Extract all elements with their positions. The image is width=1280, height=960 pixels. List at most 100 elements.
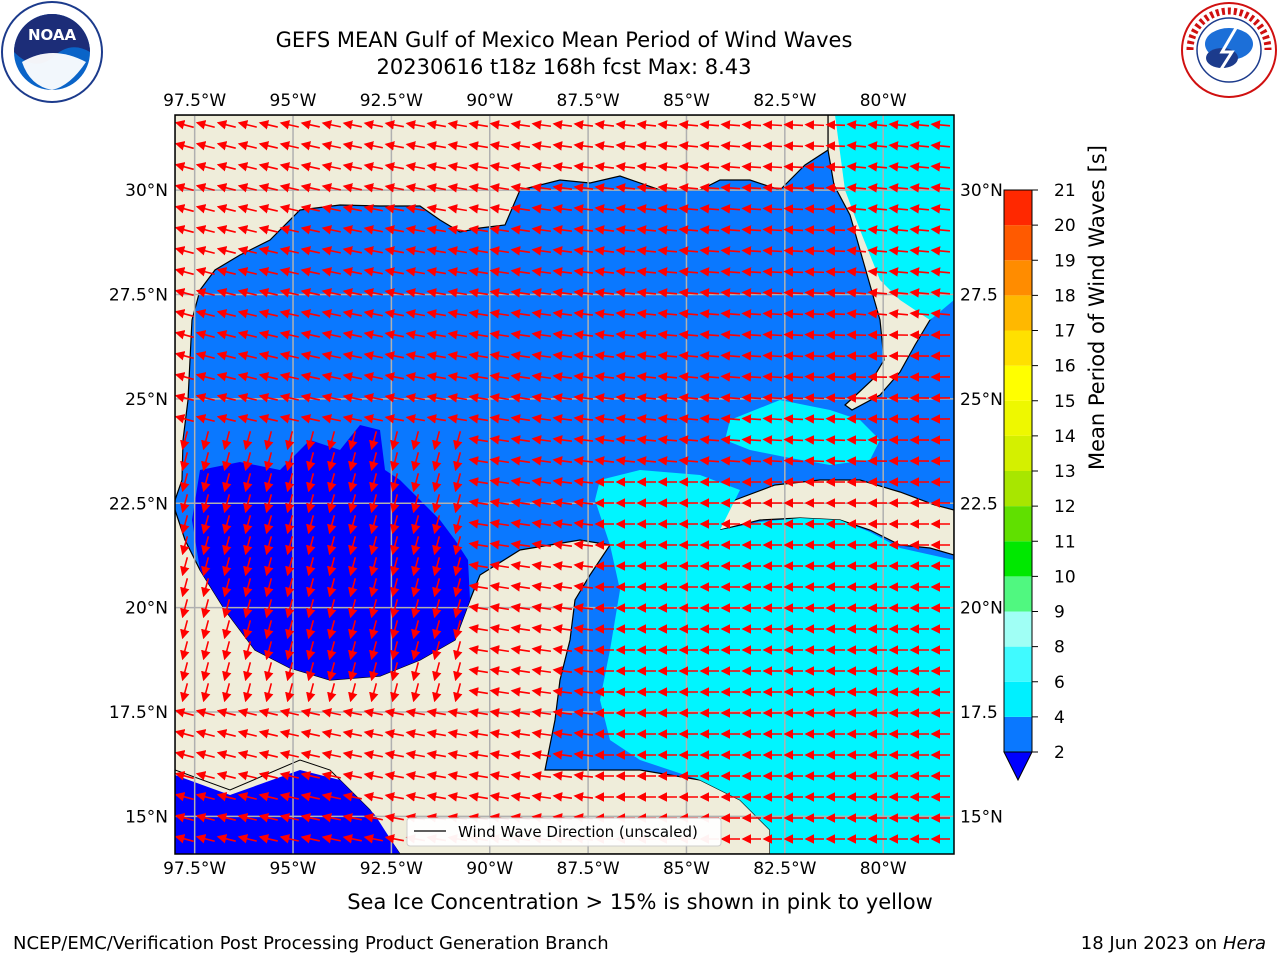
wind-wave-arrow	[678, 330, 699, 340]
wind-wave-arrow	[510, 246, 531, 256]
legend-label: Wind Wave Direction (unscaled)	[458, 823, 698, 841]
wind-wave-arrow	[468, 729, 489, 739]
wind-wave-arrow	[411, 536, 421, 556]
wind-wave-arrow	[825, 351, 846, 361]
wind-wave-arrow	[510, 204, 531, 214]
wind-wave-arrow	[741, 309, 762, 319]
y-tick-labels-right: 30°N 27.5 25°N 22.5 20°N 17.5 15°N	[960, 181, 1003, 827]
wind-wave-arrow	[426, 750, 447, 760]
wind-wave-arrow	[384, 162, 404, 172]
wind-wave-arrow	[258, 225, 278, 235]
wind-wave-arrow	[306, 620, 316, 640]
wind-wave-arrow	[468, 372, 489, 382]
wind-wave-arrow	[342, 162, 362, 172]
wind-wave-arrow	[180, 620, 190, 640]
wind-wave-arrow	[888, 225, 909, 235]
wind-wave-arrow	[405, 267, 425, 277]
wind-wave-arrow	[306, 515, 316, 535]
wind-wave-arrow	[327, 536, 337, 556]
wind-wave-arrow	[195, 141, 215, 151]
wind-wave-arrow	[657, 456, 678, 466]
wind-wave-arrow	[195, 309, 215, 319]
wind-wave-arrow	[930, 204, 951, 214]
x-tick-labels-bottom: 97.5°W 95°W 92.5°W 90°W 87.5°W 85°W 82.5°W 80°W	[163, 859, 907, 879]
wind-wave-arrow	[342, 393, 362, 403]
wind-wave-arrow	[699, 309, 720, 319]
wind-wave-arrow	[447, 708, 468, 718]
wind-wave-arrow	[363, 330, 383, 340]
wind-wave-arrow	[573, 288, 594, 298]
y-tick-label-left: 30°N	[125, 181, 168, 201]
wind-wave-arrow	[384, 351, 404, 361]
wind-wave-arrow	[888, 183, 909, 193]
wind-wave-arrow	[825, 246, 846, 256]
wind-wave-arrow	[175, 393, 194, 403]
wind-wave-arrow	[237, 183, 257, 193]
wind-wave-arrow	[699, 393, 720, 403]
wind-wave-arrow	[264, 431, 274, 451]
wind-wave-arrow	[489, 666, 510, 676]
wind-wave-arrow	[468, 687, 489, 697]
wind-wave-arrow	[258, 729, 278, 739]
wind-wave-arrow	[573, 729, 594, 739]
wind-wave-arrow	[180, 431, 190, 451]
wind-wave-arrow	[180, 662, 190, 682]
wind-wave-arrow	[216, 750, 236, 760]
wind-wave-arrow	[201, 578, 211, 598]
colorbar-extend-low	[1003, 751, 1033, 782]
wind-wave-arrow	[363, 246, 383, 256]
wind-wave-arrow	[720, 204, 741, 214]
wind-wave-arrow	[447, 414, 468, 424]
wind-wave-arrow	[678, 204, 699, 214]
wind-wave-arrow	[594, 435, 615, 445]
colorbar-tick-label: 18	[1054, 286, 1076, 306]
wind-wave-arrow	[867, 162, 888, 172]
wind-wave-arrow	[258, 309, 278, 319]
wind-wave-arrow	[531, 414, 552, 424]
wind-wave-arrow	[783, 288, 804, 298]
wind-wave-arrow	[363, 351, 383, 361]
wind-wave-arrow	[888, 141, 909, 151]
wind-wave-arrow	[552, 267, 573, 277]
wind-wave-arrow	[342, 708, 362, 718]
wind-wave-arrow	[510, 519, 531, 529]
wind-wave-arrow	[306, 536, 316, 556]
wind-wave-arrow	[930, 246, 951, 256]
wind-wave-arrow	[741, 330, 762, 340]
y-tick-label-left: 27.5°N	[109, 286, 168, 306]
wind-wave-arrow	[531, 750, 552, 760]
wind-wave-arrow	[594, 393, 615, 403]
wind-wave-arrow	[657, 414, 678, 424]
wind-wave-arrow	[762, 393, 783, 403]
wind-wave-arrow	[825, 120, 846, 130]
wind-wave-arrow	[180, 536, 190, 556]
wind-wave-arrow	[300, 729, 320, 739]
wind-wave-arrow	[825, 183, 846, 193]
wind-wave-arrow	[237, 330, 257, 340]
wind-wave-arrow	[327, 641, 337, 661]
wind-wave-arrow	[237, 141, 257, 151]
wind-wave-arrow	[552, 372, 573, 382]
wind-wave-arrow	[426, 351, 447, 361]
wind-wave-arrow	[804, 246, 825, 256]
wind-wave-arrow	[678, 288, 699, 298]
wind-wave-arrow	[363, 204, 383, 214]
wind-wave-arrow	[432, 599, 442, 619]
wind-wave-arrow	[201, 494, 211, 514]
y-tick-label-right: 25°N	[960, 390, 1003, 410]
wind-wave-arrow	[783, 246, 804, 256]
wind-wave-arrow	[175, 330, 194, 340]
wind-wave-arrow	[762, 162, 783, 172]
wind-wave-arrow	[180, 557, 190, 577]
wind-wave-arrow	[846, 246, 867, 256]
wind-wave-arrow	[264, 578, 274, 598]
wind-wave-arrow	[201, 641, 211, 661]
wind-wave-arrow	[201, 557, 211, 577]
wind-wave-arrow	[279, 309, 299, 319]
wind-wave-arrow	[300, 141, 320, 151]
wind-wave-arrow	[489, 708, 510, 718]
wind-wave-arrow	[279, 729, 299, 739]
wind-wave-arrows	[175, 120, 951, 844]
wind-wave-arrow	[411, 683, 421, 703]
colorbar-segment	[1004, 365, 1032, 401]
